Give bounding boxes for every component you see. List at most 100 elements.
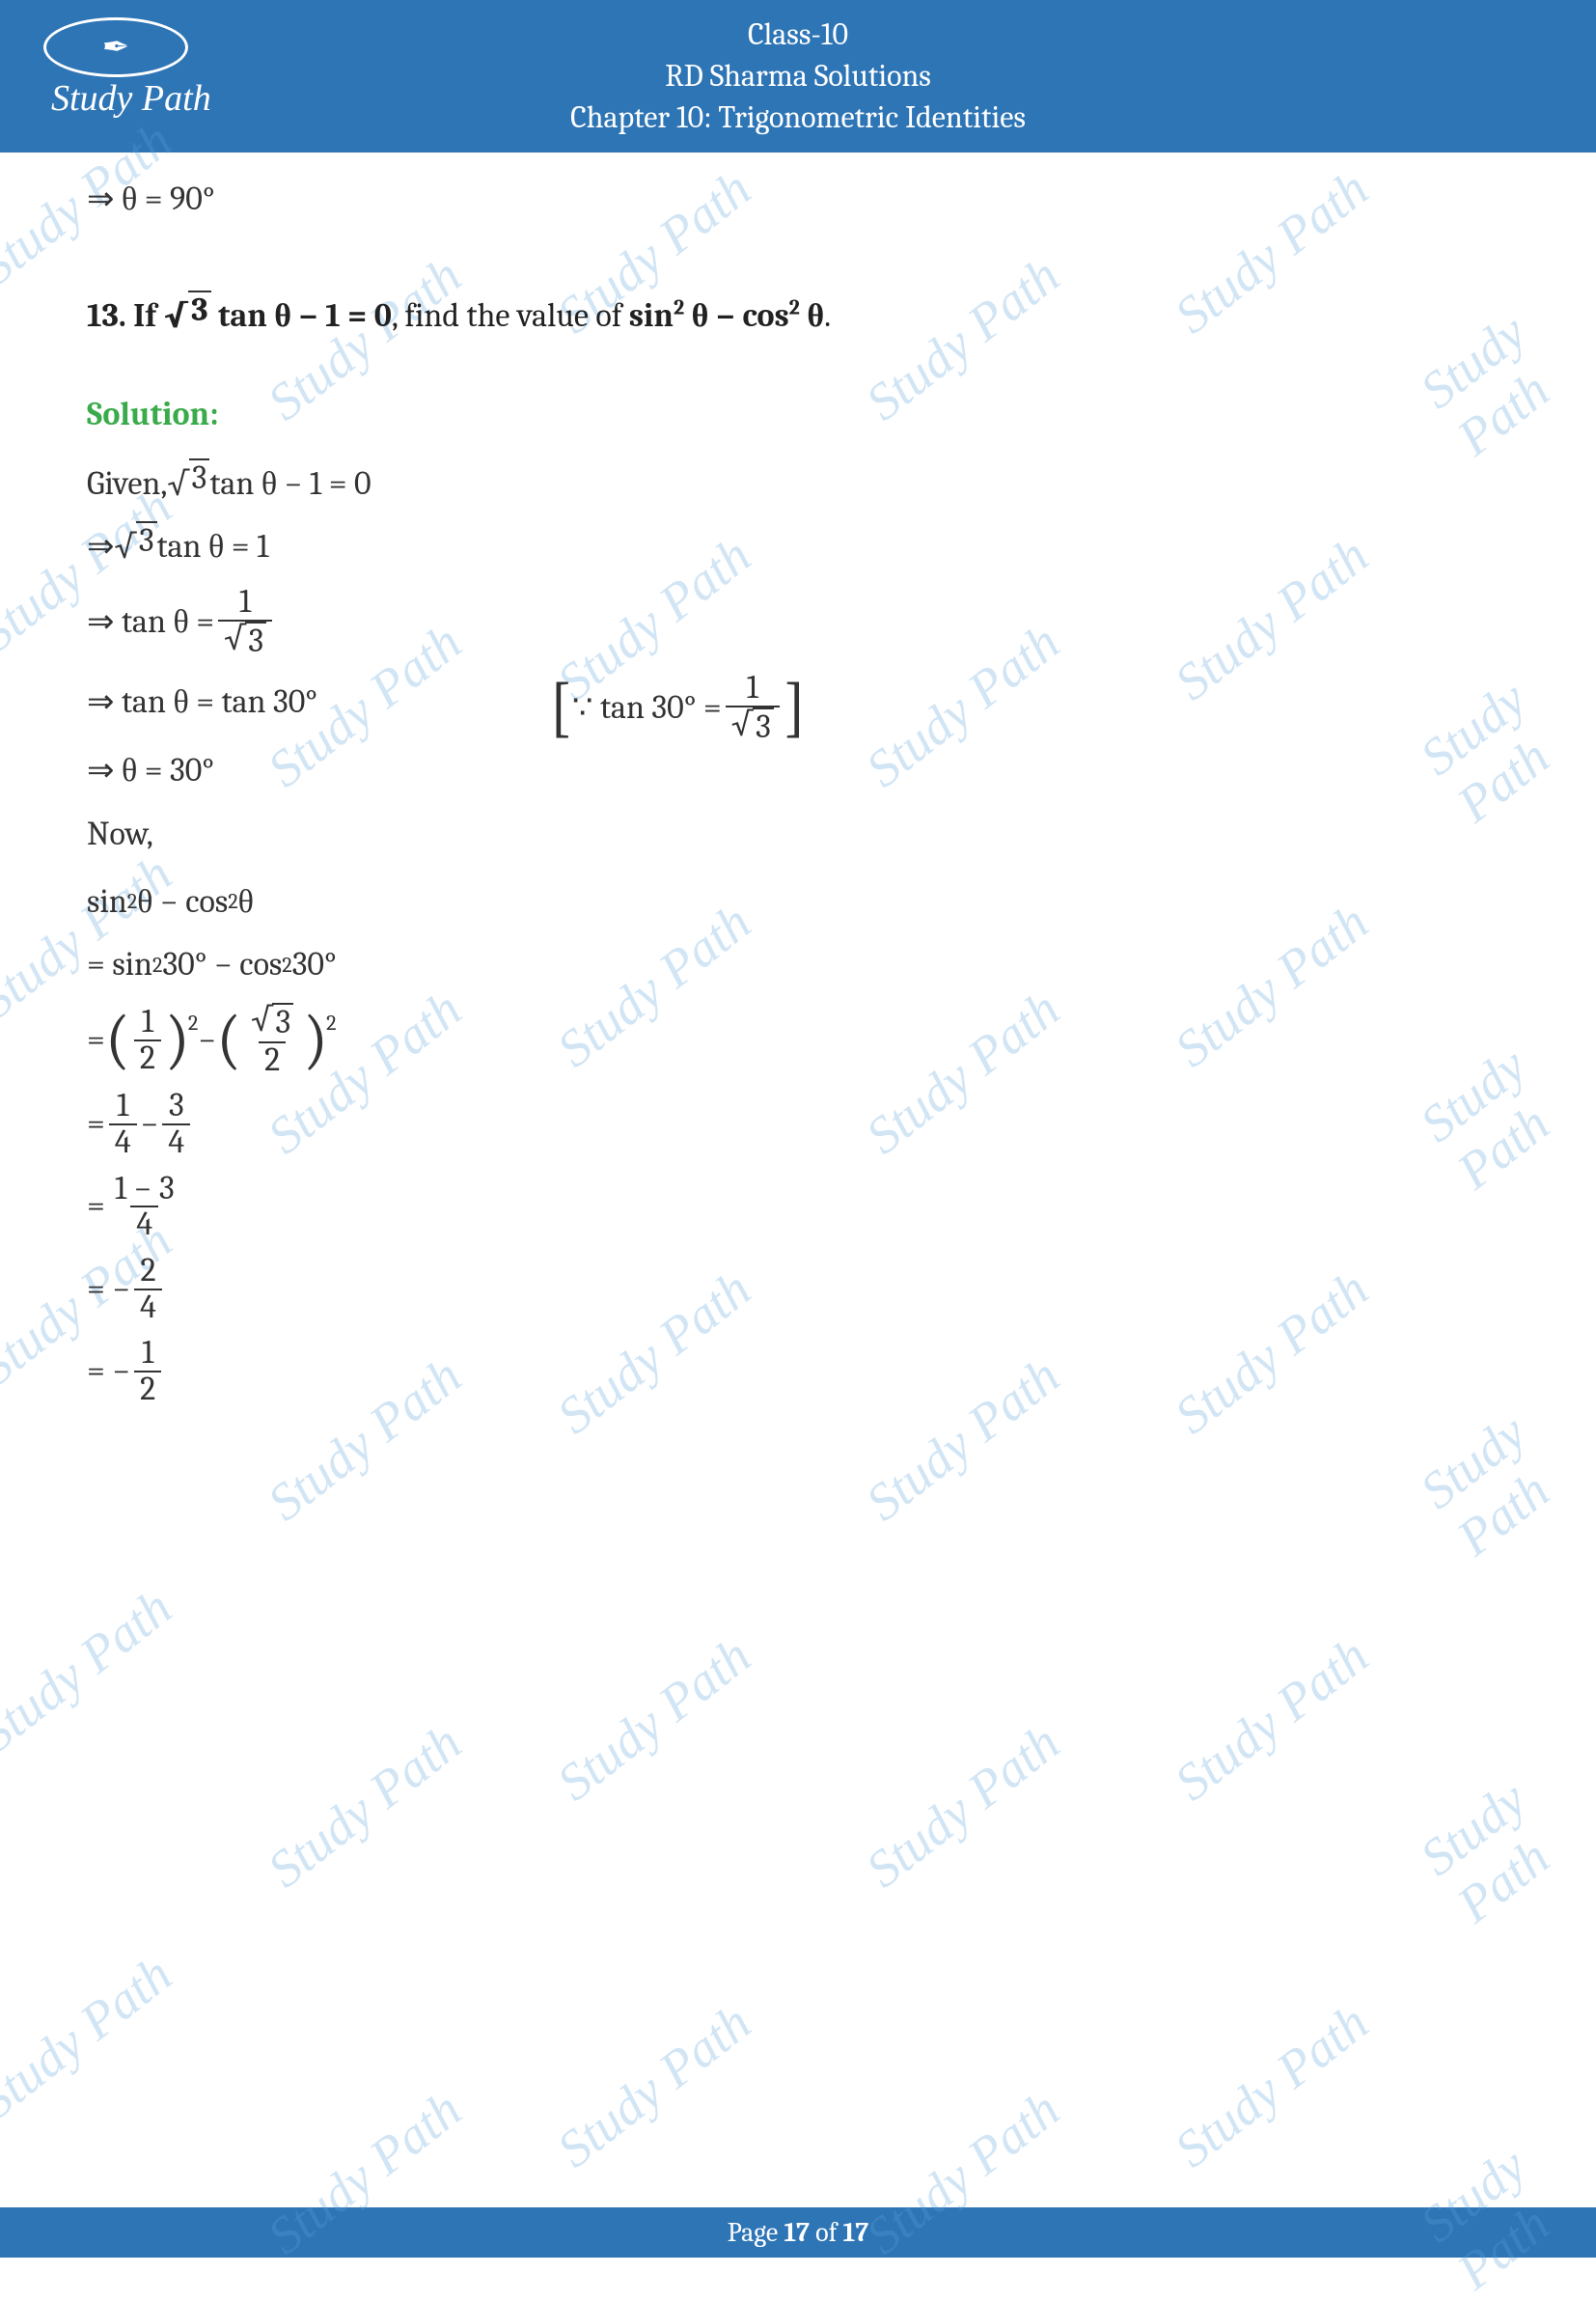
e1-sin: sin [87, 876, 127, 929]
watermark-text: Study Path [1164, 1625, 1380, 1813]
note-den: √3 [726, 706, 780, 745]
page-content: ⇒ θ = 90° 13. If √3 tan θ − 1 = 0, find … [0, 152, 1596, 1407]
pen-icon: ✒ [102, 28, 130, 67]
fraction: 1 √3 [218, 585, 272, 659]
note-num: 1 [741, 671, 764, 706]
equals-sign: = − [87, 1263, 130, 1316]
watermark-text: Study Path [257, 1712, 473, 1899]
q-sqrt3: 3 [188, 291, 210, 328]
exp2e: 2 [188, 1007, 198, 1040]
sol-l4: ⇒ tan θ = tan 30° [87, 677, 317, 729]
e6-den: 4 [134, 1289, 162, 1325]
prev-theta-90: ⇒ θ = 90° [87, 174, 1509, 226]
watermark-text: Study Path [0, 1944, 183, 2131]
fraction: 1 − 3 4 [109, 1172, 180, 1242]
e1-mid: θ − cos [137, 876, 228, 929]
page-header: ✒ Study Path Class-10 RD Sharma Solution… [0, 0, 1596, 152]
l3-lhs: ⇒ tan θ = [87, 596, 214, 649]
prev-theta-text: ⇒ θ = 90° [87, 174, 215, 226]
watermark-text: Study Path [1409, 2104, 1596, 2301]
l4-text: ⇒ tan θ = tan 30° [87, 677, 317, 729]
exp2d: 2 [282, 949, 291, 983]
q-eq: tan θ − 1 = 0 [211, 296, 392, 335]
equals-sign: = [87, 1014, 105, 1067]
sol-now: Now, [87, 809, 1509, 861]
e3-f2-den: 2 [259, 1041, 286, 1078]
side-note: [ ∵ tan 30° = 1 √3 ] [549, 671, 807, 745]
q-exp2a: 2 [674, 295, 684, 320]
e5-num: 1 − 3 [109, 1172, 180, 1206]
minus-sign: − [198, 1014, 216, 1067]
watermark-text: Study Path [546, 1625, 762, 1813]
fraction: 2 4 [134, 1254, 162, 1324]
note-prefix: ∵ tan 30° = [572, 682, 722, 735]
exp2: 2 [127, 885, 137, 919]
fraction: √3 2 [245, 1003, 299, 1077]
e4-n1: 1 [111, 1089, 134, 1123]
e4-d2: 4 [162, 1123, 190, 1160]
sol-e2: = sin2 30° − cos2 30° [87, 939, 1509, 991]
e4-d1: 4 [109, 1123, 137, 1160]
sol-e7: = − 1 2 [87, 1336, 1509, 1406]
e2-end: 30° [292, 939, 337, 991]
now-text: Now, [87, 809, 153, 861]
fraction: 1 2 [134, 1336, 161, 1406]
given-prefix: Given, [87, 458, 167, 511]
left-paren-icon: ( [216, 1012, 241, 1068]
sol-e3: = ( 1 2 ) 2 − ( √3 2 ) 2 [87, 1003, 1509, 1077]
sqrt-3: 3 [189, 458, 210, 496]
q-mid: θ − cos [684, 296, 789, 335]
watermark-text: Study Path [1409, 1737, 1596, 1935]
watermark-text: Study Path [546, 1992, 762, 2179]
e3-f2-sqrt: 3 [272, 1003, 293, 1040]
e7-num: 1 [136, 1336, 159, 1371]
exp2b: 2 [228, 885, 237, 919]
fraction: 1 2 [134, 1005, 161, 1075]
l2-rest: tan θ = 1 [157, 521, 269, 573]
page-footer: Page 17 of 17 [0, 2207, 1596, 2258]
implies-icon: ⇒ [87, 521, 115, 573]
footer-prefix: Page [728, 2217, 784, 2248]
header-chapter: Chapter 10: Trigonometric Identities [0, 97, 1596, 138]
sol-l5: ⇒ θ = 30° [87, 745, 1509, 797]
e2-mid: 30° − cos [162, 939, 282, 991]
fraction: 1 √3 [726, 671, 780, 745]
sol-e1: sin2 θ − cos2 θ [87, 876, 1509, 929]
footer-current: 17 [784, 2217, 810, 2248]
sol-e5: = 1 − 3 4 [87, 1172, 1509, 1242]
sol-l4-row: ⇒ tan θ = tan 30° [ ∵ tan 30° = 1 √3 ] [87, 671, 1509, 745]
q-number: 13. [87, 296, 126, 335]
solution-label: Solution: [87, 389, 1509, 441]
right-paren-icon: ) [303, 1012, 328, 1068]
e4-n2: 3 [163, 1089, 190, 1123]
watermark-text: Study Path [1164, 1992, 1380, 2179]
sqrt-icon: √3 [167, 458, 209, 511]
header-class: Class-10 [0, 14, 1596, 55]
question-13: 13. If √3 tan θ − 1 = 0, find the value … [87, 291, 1509, 343]
sol-e4: = 1 4 − 3 4 [87, 1089, 1509, 1159]
sol-l2: ⇒ √3 tan θ = 1 [87, 521, 1509, 573]
right-bracket-icon: ] [784, 680, 807, 736]
watermark-text: Study Path [0, 1577, 183, 1764]
l5-text: ⇒ θ = 30° [87, 745, 214, 797]
left-bracket-icon: [ [549, 680, 572, 736]
q-exp2b: 2 [789, 295, 800, 320]
sol-given: Given, √3 tan θ − 1 = 0 [87, 458, 1509, 511]
e6-num: 2 [134, 1254, 161, 1289]
fraction: 1 4 [109, 1089, 137, 1159]
right-paren-icon: ) [165, 1012, 190, 1068]
l3-num: 1 [234, 585, 257, 620]
e2-sin: = sin [87, 939, 152, 991]
q-sin: sin [629, 296, 674, 335]
e3-f1-num: 1 [136, 1005, 159, 1040]
equals-sign: = − [87, 1345, 130, 1398]
exp2f: 2 [326, 1007, 336, 1040]
l3-den-sqrt: 3 [245, 622, 266, 659]
sol-l3: ⇒ tan θ = 1 √3 [87, 585, 1509, 659]
watermark-text: Study Path [855, 1712, 1071, 1899]
logo-bubble: ✒ [43, 17, 188, 77]
q-prefix: If [133, 296, 163, 335]
exp2c: 2 [152, 949, 162, 983]
note-den-sqrt: 3 [753, 707, 774, 745]
q-period: . [824, 296, 831, 335]
